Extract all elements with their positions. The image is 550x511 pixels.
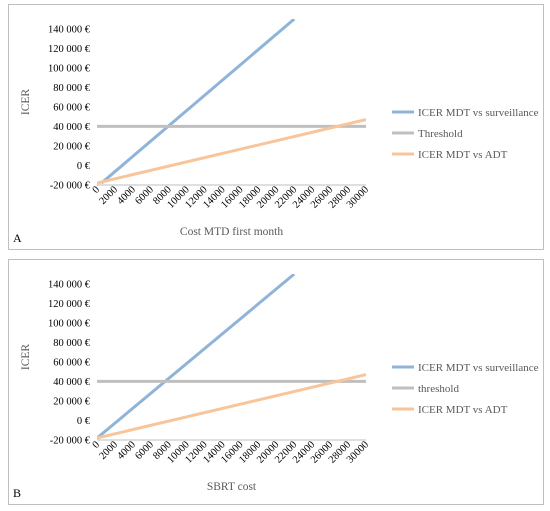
legend-label-2: threshold <box>418 383 459 395</box>
y-tick-label: 140 000 € <box>48 279 91 290</box>
series-line-3 <box>97 373 366 440</box>
x-tick-label: 0 <box>91 439 102 450</box>
legend-label-3: ICER MDT vs ADT <box>418 149 508 161</box>
chart-a-svg: -20 000 € 0 € 20 000 € 40 000 € 60 000 € 80 0… <box>20 19 539 238</box>
series-line-3 <box>97 118 366 185</box>
x-tick-label: 4000 <box>115 184 138 207</box>
y-tick-label: 40 000 € <box>53 377 91 388</box>
legend-label-3: ICER MDT vs ADT <box>418 404 508 416</box>
x-tick-label: 0 <box>91 184 102 195</box>
panel-label-b: B <box>13 486 22 500</box>
y-tick-label: 80 000 € <box>53 83 91 94</box>
y-axis-title: ICER <box>20 344 32 371</box>
y-tick-label: -20 000 € <box>50 436 91 447</box>
y-tick-label: 0 € <box>77 161 91 172</box>
y-tick-label: 60 000 € <box>53 102 91 113</box>
x-tick-label: 6000 <box>133 184 156 207</box>
y-tick-label: 60 000 € <box>53 357 91 368</box>
panel-label-a: A <box>13 231 22 245</box>
x-axis-title: SBRT cost <box>207 481 257 493</box>
x-tick-label: 2000 <box>97 439 120 462</box>
y-tick-label: 140 000 € <box>48 24 91 35</box>
x-tick-label: 4000 <box>115 439 138 462</box>
legend-label-2: Threshold <box>418 128 463 140</box>
x-axis-title: Cost MTD first month <box>180 226 283 238</box>
y-tick-label: 80 000 € <box>53 338 91 349</box>
x-tick-label: 6000 <box>133 439 156 462</box>
chart-panel-a: -20 000 € 0 € 20 000 € 40 000 € 60 000 € 80 0… <box>8 4 544 250</box>
y-tick-label: 0 € <box>77 416 91 427</box>
legend-label-1: ICER MDT vs surveillance <box>418 107 539 119</box>
y-tick-label: 100 000 € <box>48 318 91 329</box>
series-line-1 <box>100 19 296 185</box>
x-tick-label: 2000 <box>97 184 120 207</box>
legend-label-1: ICER MDT vs surveillance <box>418 362 539 374</box>
y-tick-label: 20 000 € <box>53 396 91 407</box>
y-tick-label: 100 000 € <box>48 63 91 74</box>
y-tick-label: 120 000 € <box>48 44 91 55</box>
y-tick-label: 120 000 € <box>48 299 91 310</box>
y-tick-label: 20 000 € <box>53 141 91 152</box>
y-axis-title: ICER <box>20 89 32 116</box>
y-tick-label: 40 000 € <box>53 122 91 133</box>
chart-panel-b: -20 000 € 0 € 20 000 € 40 000 € 60 000 € 80 0… <box>8 259 544 505</box>
series-line-1 <box>97 274 296 440</box>
y-tick-label: -20 000 € <box>50 181 91 192</box>
chart-b-svg: -20 000 € 0 € 20 000 € 40 000 € 60 000 € 80 0… <box>20 274 539 493</box>
